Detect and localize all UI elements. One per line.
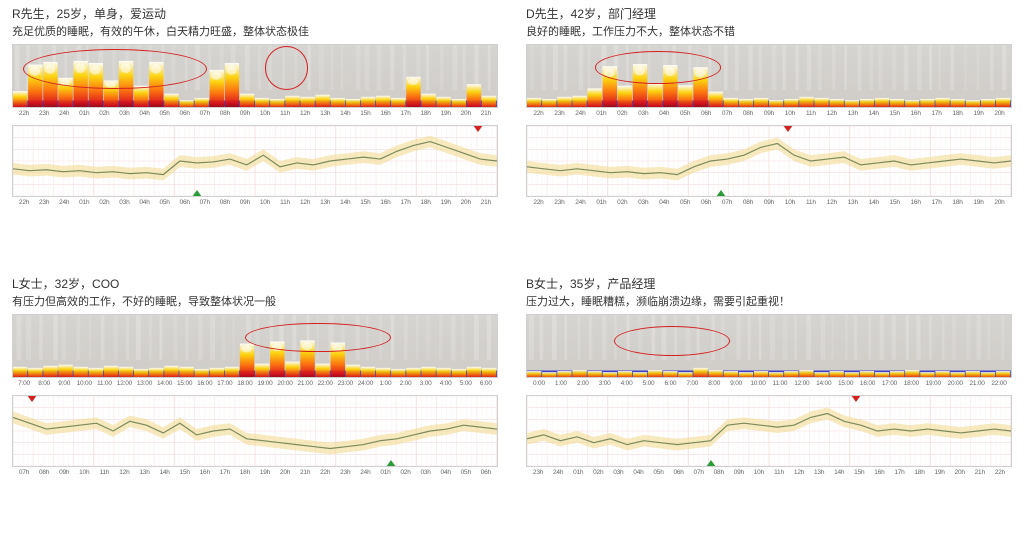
heatmap-chart — [526, 44, 1012, 108]
heatmap-axis: 22h23h24h01h02h03h04h05h06h07h08h09h10h1… — [12, 108, 498, 117]
marker-red — [473, 125, 483, 132]
panel-title: D先生，42岁，部门经理 — [526, 6, 1012, 23]
heatmap-chart — [526, 314, 1012, 378]
panel-d: D先生，42岁，部门经理 良好的睡眠，工作压力不大，整体状态不错 22h23h2… — [526, 6, 1012, 258]
panel-desc: 良好的睡眠，工作压力不大，整体状态不错 — [526, 25, 1012, 40]
line-chart — [12, 125, 498, 197]
heatmap-axis: 7:008:009:0010:0011:0012:0013:0014:0015:… — [12, 378, 498, 387]
heatmap-chart — [12, 314, 498, 378]
marker-green — [192, 190, 202, 197]
panel-r: R先生，25岁，单身，爱运动 充足优质的睡眠，有效的午休，白天精力旺盛，整体状态… — [12, 6, 498, 258]
panel-title: L女士，32岁，COO — [12, 276, 498, 293]
panel-desc: 有压力但高效的工作，不好的睡眠，导致整体状况一般 — [12, 295, 498, 310]
heatmap-axis: 22h23h24h01h02h03h04h05h06h07h08h09h10h1… — [526, 108, 1012, 117]
panel-desc: 充足优质的睡眠，有效的午休，白天精力旺盛，整体状态极佳 — [12, 25, 498, 40]
panel-title: B女士，35岁，产品经理 — [526, 276, 1012, 293]
panel-b: B女士，35岁，产品经理 压力过大，睡眠糟糕，濒临崩溃边缘，需要引起重视！ 0:… — [526, 276, 1012, 528]
line-axis: 07h08h09h10h11h12h13h14h15h16h17h18h19h2… — [12, 467, 498, 476]
panel-title: R先生，25岁，单身，爱运动 — [12, 6, 498, 23]
marker-red — [851, 395, 861, 402]
line-axis: 23h24h01h02h03h04h05h06h07h08h09h10h11h1… — [526, 467, 1012, 476]
panel-desc: 压力过大，睡眠糟糕，濒临崩溃边缘，需要引起重视！ — [526, 295, 1012, 310]
line-chart — [526, 125, 1012, 197]
marker-red — [27, 395, 37, 402]
line-axis: 22h23h24h01h02h03h04h05h06h07h08h09h10h1… — [526, 197, 1012, 206]
line-chart — [526, 395, 1012, 467]
heatmap-chart — [12, 44, 498, 108]
marker-green — [386, 460, 396, 467]
marker-red — [783, 125, 793, 132]
marker-green — [706, 460, 716, 467]
heatmap-axis: 0:001:002:003:004:005:006:007:008:009:00… — [526, 378, 1012, 387]
marker-green — [716, 190, 726, 197]
panel-grid: R先生，25岁，单身，爱运动 充足优质的睡眠，有效的午休，白天精力旺盛，整体状态… — [12, 6, 1012, 528]
line-chart — [12, 395, 498, 467]
line-axis: 22h23h24h01h02h03h04h05h06h07h08h09h10h1… — [12, 197, 498, 206]
panel-l: L女士，32岁，COO 有压力但高效的工作，不好的睡眠，导致整体状况一般 7:0… — [12, 276, 498, 528]
